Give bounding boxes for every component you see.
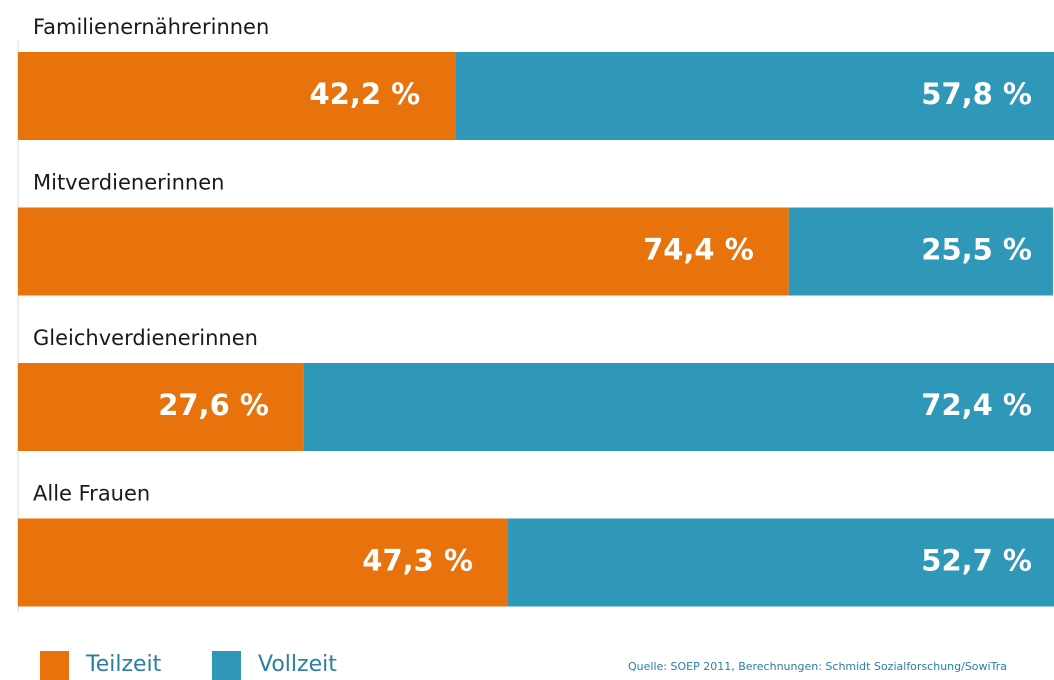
value-label: 74,4 % [643,233,754,267]
value-label: 27,6 % [158,388,269,422]
value-label: 72,4 % [921,388,1032,422]
category-label: Familienernährerinnen [33,15,269,39]
bar-segment [788,207,1053,296]
legend-swatch [40,651,69,680]
legend-label: Vollzeit [258,652,337,677]
value-label: 25,5 % [921,233,1032,267]
value-label: 47,3 % [362,544,473,578]
value-label: 57,8 % [921,77,1032,111]
category-label: Mitverdienerinnen [33,171,224,195]
legend-swatch [212,651,241,680]
value-label: 42,2 % [309,77,420,111]
bar-segment [18,52,456,140]
category-label: Gleichverdienerinnen [33,326,258,350]
bar-segment [455,52,1054,140]
bar-segment [18,363,304,451]
bar-segment [18,518,509,607]
source: Quelle: SOEP 2011, Berechnungen: Schmidt… [628,660,1007,673]
category-label: Alle Frauen [33,482,150,506]
value-label: 52,7 % [921,544,1032,578]
bar-segment [303,363,1054,451]
bar-segment [508,518,1054,607]
bar-segment [18,207,789,296]
legend-label: Teilzeit [85,652,162,677]
